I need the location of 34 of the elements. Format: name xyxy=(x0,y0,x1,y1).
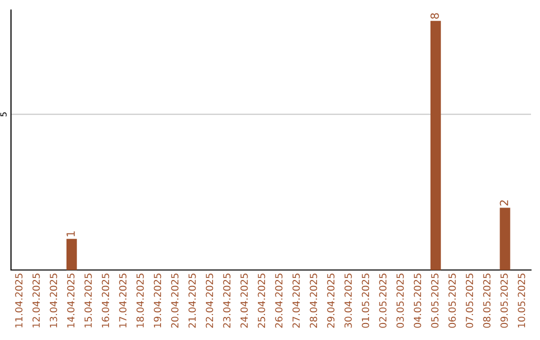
x-tick-label: 19.04.2025 xyxy=(154,274,162,328)
x-tick-label: 26.04.2025 xyxy=(275,274,282,328)
x-tick-label: 09.05.2025 xyxy=(500,274,508,328)
x-tick-label: 18.04.2025 xyxy=(136,274,144,328)
x-tick-label: 07.05.2025 xyxy=(466,274,474,328)
x-tick-label: 12.04.2025 xyxy=(32,274,40,328)
data-label: 8 xyxy=(430,13,439,19)
x-tick-label: 22.04.2025 xyxy=(206,274,214,328)
x-tick-label: 24.04.2025 xyxy=(240,274,248,328)
x-tick-label: 17.04.2025 xyxy=(119,274,126,328)
data-label: 1 xyxy=(66,231,75,236)
x-tick-label: 21.04.2025 xyxy=(188,274,196,328)
x-tick-label: 16.04.2025 xyxy=(102,274,110,328)
x-tick-label: 15.04.2025 xyxy=(84,274,92,328)
x-tick-label: 25.04.2025 xyxy=(258,274,266,328)
x-tick-label: 04.05.2025 xyxy=(414,274,422,328)
data-label: 2 xyxy=(500,200,508,206)
x-tick-label: 11.04.2025 xyxy=(15,274,22,328)
x-tick-label: 01.05.2025 xyxy=(362,274,370,328)
x-tick-label: 06.05.2025 xyxy=(448,274,456,328)
x-tick-label: 10.05.2025 xyxy=(518,274,526,328)
x-tick-label: 14.04.2025 xyxy=(67,274,74,328)
x-tick-label: 28.04.2025 xyxy=(310,274,318,328)
x-tick-label: 13.04.2025 xyxy=(50,274,58,328)
x-tick-label: 20.04.2025 xyxy=(171,274,178,328)
x-tick-label: 27.04.2025 xyxy=(292,274,300,328)
x-tick-label: 03.05.2025 xyxy=(396,274,404,328)
y-tick-label: 5 xyxy=(0,112,7,116)
x-tick-label: 23.04.2025 xyxy=(223,274,230,328)
x-tick-label: 02.05.2025 xyxy=(379,274,386,328)
x-tick-label: 29.04.2025 xyxy=(327,274,334,328)
x-tick-label: 05.05.2025 xyxy=(431,274,438,328)
x-tick-label: 30.04.2025 xyxy=(344,274,352,328)
x-tick-label: 08.05.2025 xyxy=(483,274,490,328)
